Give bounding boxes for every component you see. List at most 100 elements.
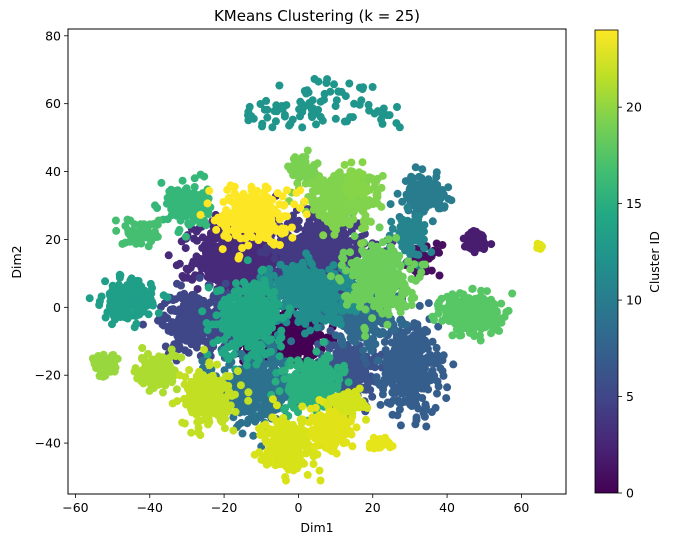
scatter-point <box>292 376 301 385</box>
scatter-point <box>393 103 401 111</box>
scatter-point <box>262 96 271 105</box>
scatter-point <box>420 221 429 229</box>
scatter-point <box>416 227 425 236</box>
scatter-point <box>184 197 193 206</box>
scatter-point <box>203 239 212 248</box>
scatter-point <box>413 320 422 329</box>
scatter-point <box>302 249 311 258</box>
scatter-point <box>416 338 425 347</box>
scatter-point <box>277 326 286 335</box>
scatter-point <box>242 361 251 370</box>
scatter-point <box>173 325 182 334</box>
scatter-point <box>431 403 440 412</box>
chart-title: KMeans Clustering (k = 25) <box>214 7 420 25</box>
scatter-point <box>423 186 432 195</box>
scatter-point <box>189 189 198 198</box>
scatter-point <box>221 279 230 288</box>
scatter-point <box>181 244 190 253</box>
scatter-point <box>386 200 395 209</box>
scatter-point <box>467 236 475 245</box>
scatter-points <box>85 75 546 485</box>
scatter-point <box>388 380 397 389</box>
scatter-point <box>252 331 261 340</box>
scatter-point <box>143 292 152 301</box>
scatter-point <box>152 219 161 228</box>
scatter-point <box>308 233 317 242</box>
scatter-point <box>123 300 132 308</box>
scatter-point <box>283 252 291 261</box>
scatter-point <box>332 246 340 255</box>
scatter-point <box>300 275 308 284</box>
cluster-19 <box>428 284 517 345</box>
scatter-point <box>314 77 323 86</box>
scatter-point <box>348 113 357 122</box>
scatter-point <box>262 381 271 390</box>
scatter-point <box>236 312 245 321</box>
scatter-point <box>213 260 222 268</box>
scatter-point <box>253 318 262 327</box>
scatter-point <box>225 326 234 335</box>
scatter-point <box>247 112 256 121</box>
scatter-point <box>396 379 405 387</box>
scatter-point <box>251 309 260 318</box>
scatter-point <box>251 414 259 422</box>
scatter-point <box>319 283 328 292</box>
scatter-point <box>298 123 307 132</box>
scatter-point <box>277 367 286 376</box>
scatter-point <box>243 354 252 363</box>
scatter-point <box>415 180 424 189</box>
scatter-point <box>173 332 182 341</box>
scatter-point <box>408 398 417 407</box>
scatter-point <box>249 431 258 440</box>
scatter-point <box>114 286 123 295</box>
scatter-point <box>422 422 431 431</box>
scatter-point <box>330 80 338 89</box>
scatter-point <box>175 225 184 234</box>
scatter-point <box>181 322 190 331</box>
scatter-point <box>341 230 350 239</box>
scatter-point <box>379 329 388 338</box>
scatter-point <box>317 249 326 258</box>
scatter-point <box>198 244 207 252</box>
scatter-point <box>163 293 172 302</box>
scatter-point <box>252 373 261 382</box>
scatter-point <box>275 81 284 90</box>
scatter-point <box>116 271 125 280</box>
scatter-point <box>239 270 248 279</box>
cluster-13 <box>244 75 404 132</box>
scatter-point <box>408 343 417 352</box>
scatter-point <box>387 217 396 226</box>
scatter-point <box>238 304 247 313</box>
scatter-point <box>442 394 451 403</box>
scatter-point <box>164 251 173 260</box>
scatter-point <box>270 255 279 263</box>
scatter-point <box>414 250 423 259</box>
scatter-point <box>424 200 433 209</box>
scatter-point <box>225 253 234 262</box>
scatter-point <box>376 400 385 409</box>
scatter-point <box>251 352 260 360</box>
scatter-point <box>403 335 412 344</box>
scatter-point <box>186 296 195 305</box>
scatter-point <box>257 266 266 275</box>
scatter-point <box>176 291 185 300</box>
scatter-point <box>379 385 388 394</box>
scatter-point <box>344 378 353 387</box>
scatter-point <box>416 239 425 248</box>
scatter-point <box>355 100 364 109</box>
scatter-point <box>435 271 444 280</box>
scatter-point <box>220 335 229 344</box>
scatter-point <box>187 340 196 349</box>
scatter-point <box>181 232 190 241</box>
scatter-point <box>226 266 235 275</box>
scatter-point <box>158 320 167 329</box>
scatter-point <box>325 372 334 381</box>
scatter-point <box>169 305 178 314</box>
scatter-point <box>280 375 289 383</box>
scatter-point <box>287 337 296 346</box>
scatter-point <box>409 191 418 200</box>
scatter-point <box>305 287 314 296</box>
scatter-point <box>157 178 166 187</box>
scatter-point <box>230 288 239 297</box>
